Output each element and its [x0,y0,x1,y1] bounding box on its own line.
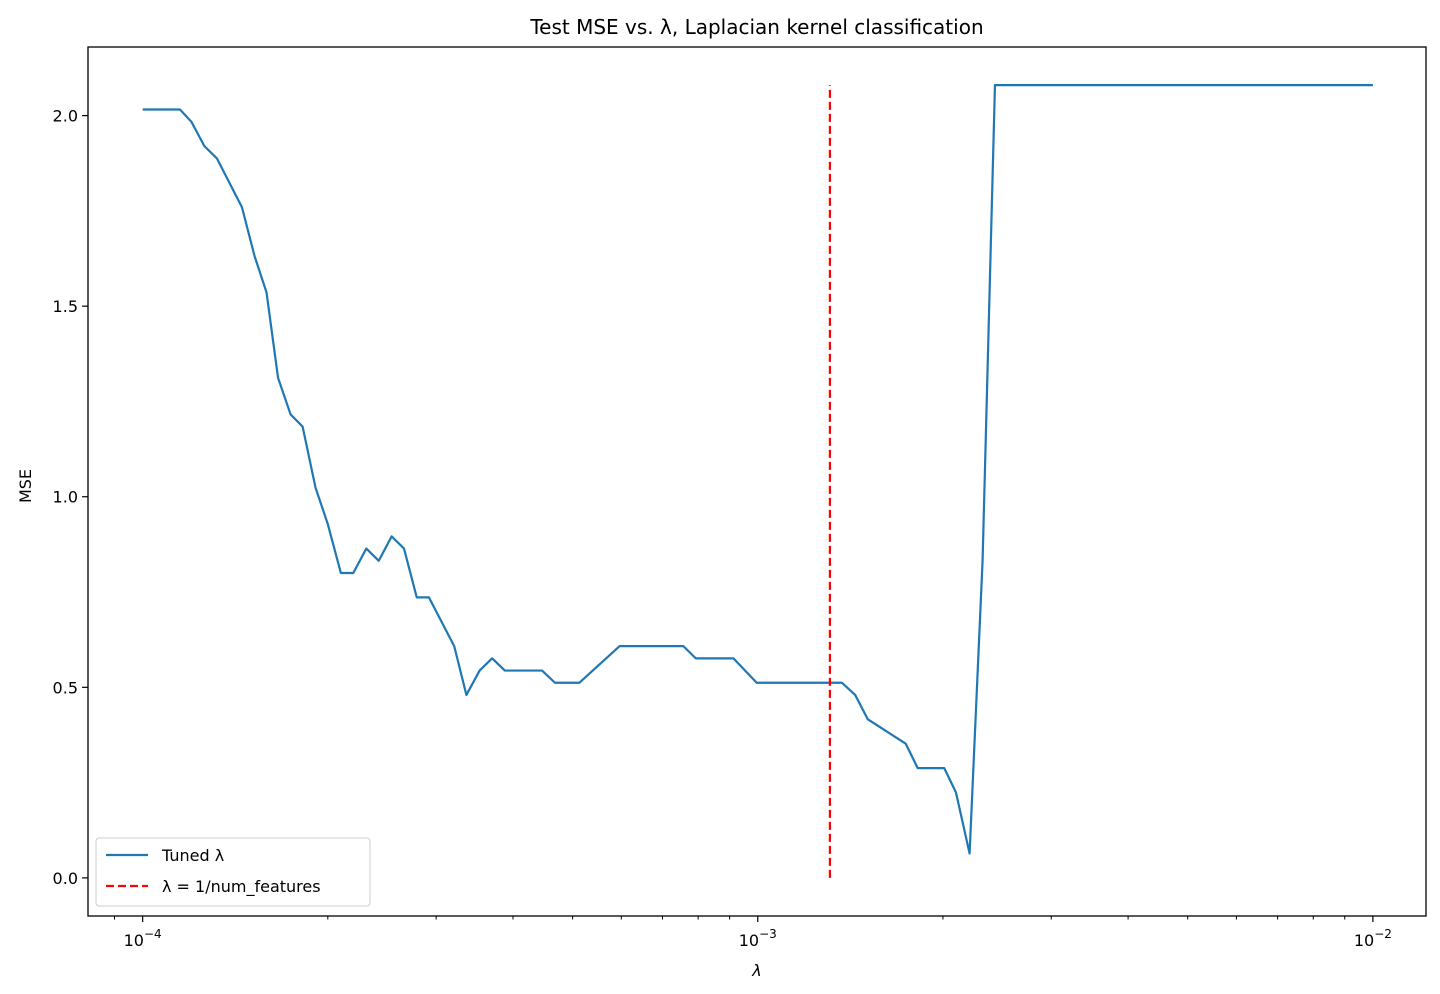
legend-label-tuned: Tuned λ [161,846,224,865]
series-line-tuned [142,84,1373,855]
y-tick-label: 1.5 [53,297,78,316]
plot-area [142,84,1373,878]
plot-frame [87,46,1427,917]
y-tick-label: 0.5 [53,678,78,697]
x-axis-label: λ [751,961,761,980]
x-tick-label: 10−4 [124,927,162,950]
chart-title: Test MSE vs. λ, Laplacian kernel classif… [529,15,983,39]
y-axis-label: MSE [16,469,35,503]
x-tick-label: 10−3 [739,927,777,950]
legend-box [95,837,371,907]
axes: 0.0 0.5 1.0 1.5 2.0 10−4 10−3 10−2 [53,107,1392,950]
legend-label-reference: λ = 1/num_features [162,877,321,897]
y-tick-label: 1.0 [53,488,78,507]
x-tick-label: 10−2 [1354,927,1392,950]
legend: Tuned λ λ = 1/num_features [95,837,371,907]
y-tick-label: 2.0 [53,107,78,126]
y-tick-label: 0.0 [53,869,78,888]
